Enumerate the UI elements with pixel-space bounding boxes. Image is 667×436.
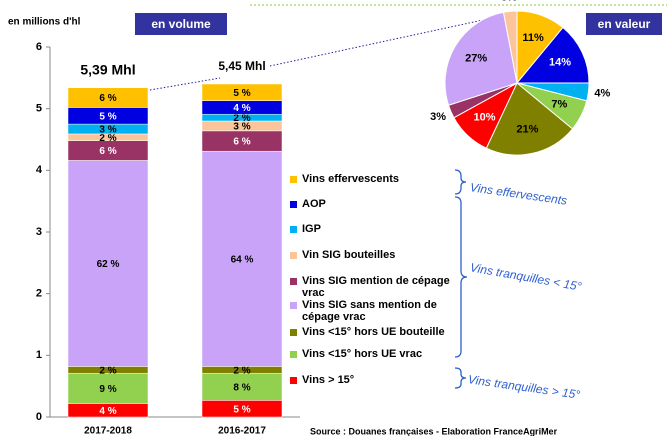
bar-segment (201, 83, 283, 101)
data-label: 4 % (99, 406, 116, 417)
data-label: 6 % (99, 93, 116, 104)
data-label: 10% (473, 112, 495, 124)
y-axis-label: en millions d'hl (8, 17, 81, 28)
legend-swatch (290, 252, 297, 259)
data-label: 21% (516, 123, 538, 135)
brace (454, 196, 468, 358)
legend-label: Vins SIG mention de cépage vrac (302, 275, 450, 299)
data-label: 4 % (233, 103, 250, 114)
data-label: 27% (465, 53, 487, 65)
data-label: 3% (430, 111, 446, 123)
pie-slice (444, 11, 518, 106)
bar-segment (67, 160, 149, 367)
brace (454, 367, 467, 389)
data-label: 2 % (99, 133, 116, 144)
y-tick-label: 6 (36, 41, 42, 53)
legend-label: AOP (302, 198, 326, 210)
legend-label: IGP (302, 223, 321, 235)
title-box (135, 13, 227, 35)
data-label: 62 % (97, 259, 120, 270)
total-label: 5,45 Mhl (218, 59, 265, 73)
bar-segment (67, 87, 149, 108)
data-label: 2 % (233, 113, 250, 124)
legend-swatch (290, 329, 297, 336)
data-label: 2 % (233, 365, 250, 376)
legend-label: Vins <15° hors UE bouteille (302, 326, 445, 338)
legend-label: Vins > 15° (302, 374, 355, 386)
data-label: 8 % (233, 382, 250, 393)
pie-slice (502, 10, 518, 84)
data-label: 5 % (233, 404, 250, 415)
legend-label: Vin SIG bouteilles (302, 249, 396, 261)
data-label: 5 % (99, 111, 116, 122)
data-label: 9 % (99, 384, 116, 395)
x-tick-label: 2017-2018 (84, 426, 132, 436)
data-label: 3 % (99, 125, 116, 136)
pie-title: en valeur (598, 17, 651, 31)
brace (454, 169, 467, 195)
data-label: 6 % (99, 146, 116, 157)
pie-slice (485, 82, 574, 156)
data-label: 14% (549, 57, 571, 69)
data-label: 64 % (231, 254, 254, 265)
data-label: 7% (551, 98, 567, 110)
group-label: Vins tranquilles < 15° (469, 260, 583, 293)
data-label: 11% (522, 32, 544, 44)
data-label: 3% (501, 0, 517, 3)
legend-label: Vins SIG sans mention de cépage vrac (302, 299, 437, 323)
legend-swatch (290, 278, 297, 285)
legend-label: Vins effervescents (302, 173, 400, 185)
data-label: 6 % (233, 137, 250, 148)
total-label: 5,39 Mhl (80, 61, 135, 77)
group-label: Vins effervescents (469, 180, 568, 207)
data-label: 2 % (99, 365, 116, 376)
legend-swatch (290, 226, 297, 233)
connector (269, 11, 521, 67)
legend-swatch (290, 302, 297, 309)
title-box (586, 13, 662, 35)
legend-swatch (290, 351, 297, 358)
connector (149, 77, 221, 91)
data-label: 5 % (233, 88, 250, 99)
y-tick-label: 3 (36, 226, 42, 238)
x-tick-label: 2016-2017 (218, 426, 266, 436)
y-tick-label: 0 (36, 411, 42, 423)
y-tick-label: 2 (36, 288, 42, 300)
data-label: 3 % (233, 122, 250, 133)
y-tick-label: 5 (36, 103, 42, 115)
legend-label: Vins <15° hors UE vrac (302, 348, 423, 360)
pie-slice (515, 26, 590, 84)
y-tick-label: 1 (36, 349, 42, 361)
y-tick-label: 4 (36, 164, 43, 176)
bar-segment (67, 372, 149, 404)
legend-swatch (290, 201, 297, 208)
source: Source : Douanes françaises - Elaboratio… (310, 426, 558, 436)
bar-segment (201, 150, 283, 367)
legend-swatch (290, 377, 297, 384)
data-label: 4% (594, 88, 610, 100)
legend-swatch (290, 176, 297, 183)
group-label: Vins tranquilles > 15° (467, 372, 581, 402)
bar-title: en volume (151, 17, 211, 31)
